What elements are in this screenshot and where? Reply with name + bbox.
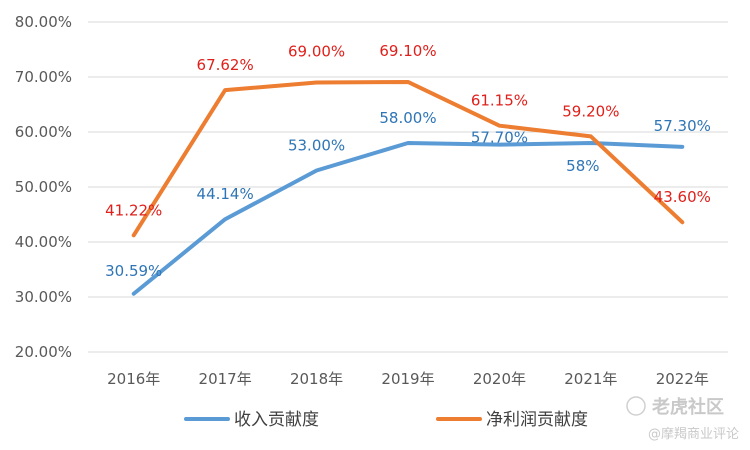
y-tick-label: 30.00% (15, 288, 72, 306)
data-label: 30.59% (105, 262, 162, 280)
y-axis-ticks: 20.00% 30.00% 40.00% 50.00% 60.00% 70.00% 80.0… (15, 13, 72, 361)
legend: 收入贡献度 净利润贡献度 (184, 410, 588, 430)
data-label: 43.60% (654, 188, 711, 206)
y-tick-label: 40.00% (15, 233, 72, 251)
x-tick-label: 2016年 (107, 370, 160, 388)
series-lines (131, 79, 685, 296)
x-tick-label: 2022年 (656, 370, 709, 388)
legend-label: 净利润贡献度 (486, 410, 588, 430)
x-tick-label: 2020年 (473, 370, 526, 388)
data-label: 59.20% (562, 102, 619, 120)
data-label: 57.70% (471, 129, 528, 147)
y-tick-label: 80.00% (15, 13, 72, 31)
gridlines (88, 21, 728, 353)
x-tick-label: 2021年 (564, 370, 617, 388)
series-line-0 (131, 141, 685, 296)
data-label: 44.14% (197, 185, 254, 203)
data-label: 58% (566, 157, 599, 175)
y-tick-label: 20.00% (15, 343, 72, 361)
data-label: 69.10% (379, 42, 436, 60)
y-tick-label: 70.00% (15, 68, 72, 86)
data-label: 67.62% (197, 56, 254, 74)
y-tick-label: 60.00% (15, 123, 72, 141)
data-label: 69.00% (288, 43, 345, 61)
data-label: 53.00% (288, 137, 345, 155)
x-tick-label: 2019年 (381, 370, 434, 388)
data-label: 41.22% (105, 201, 162, 219)
watermark-brand: 老虎社区 (652, 396, 724, 418)
y-tick-label: 50.00% (15, 178, 72, 196)
x-tick-label: 2018年 (290, 370, 343, 388)
x-tick-label: 2017年 (199, 370, 252, 388)
series-line-1 (131, 79, 685, 238)
data-label: 58.00% (379, 109, 436, 127)
legend-label: 收入贡献度 (234, 410, 319, 430)
tiger-paw-icon (626, 396, 646, 416)
watermark: 老虎社区 @摩羯商业评论 (626, 396, 739, 442)
data-label: 61.15% (471, 92, 528, 110)
x-axis-ticks: 2016年 2017年 2018年 2019年 2020年 2021年 2022年 (107, 370, 709, 388)
watermark-sub: @摩羯商业评论 (648, 426, 739, 442)
data-label: 57.30% (654, 117, 711, 135)
data-labels: 30.59% 44.14% 53.00% 58.00% 57.70% 58% 57.30% 4… (105, 42, 711, 280)
